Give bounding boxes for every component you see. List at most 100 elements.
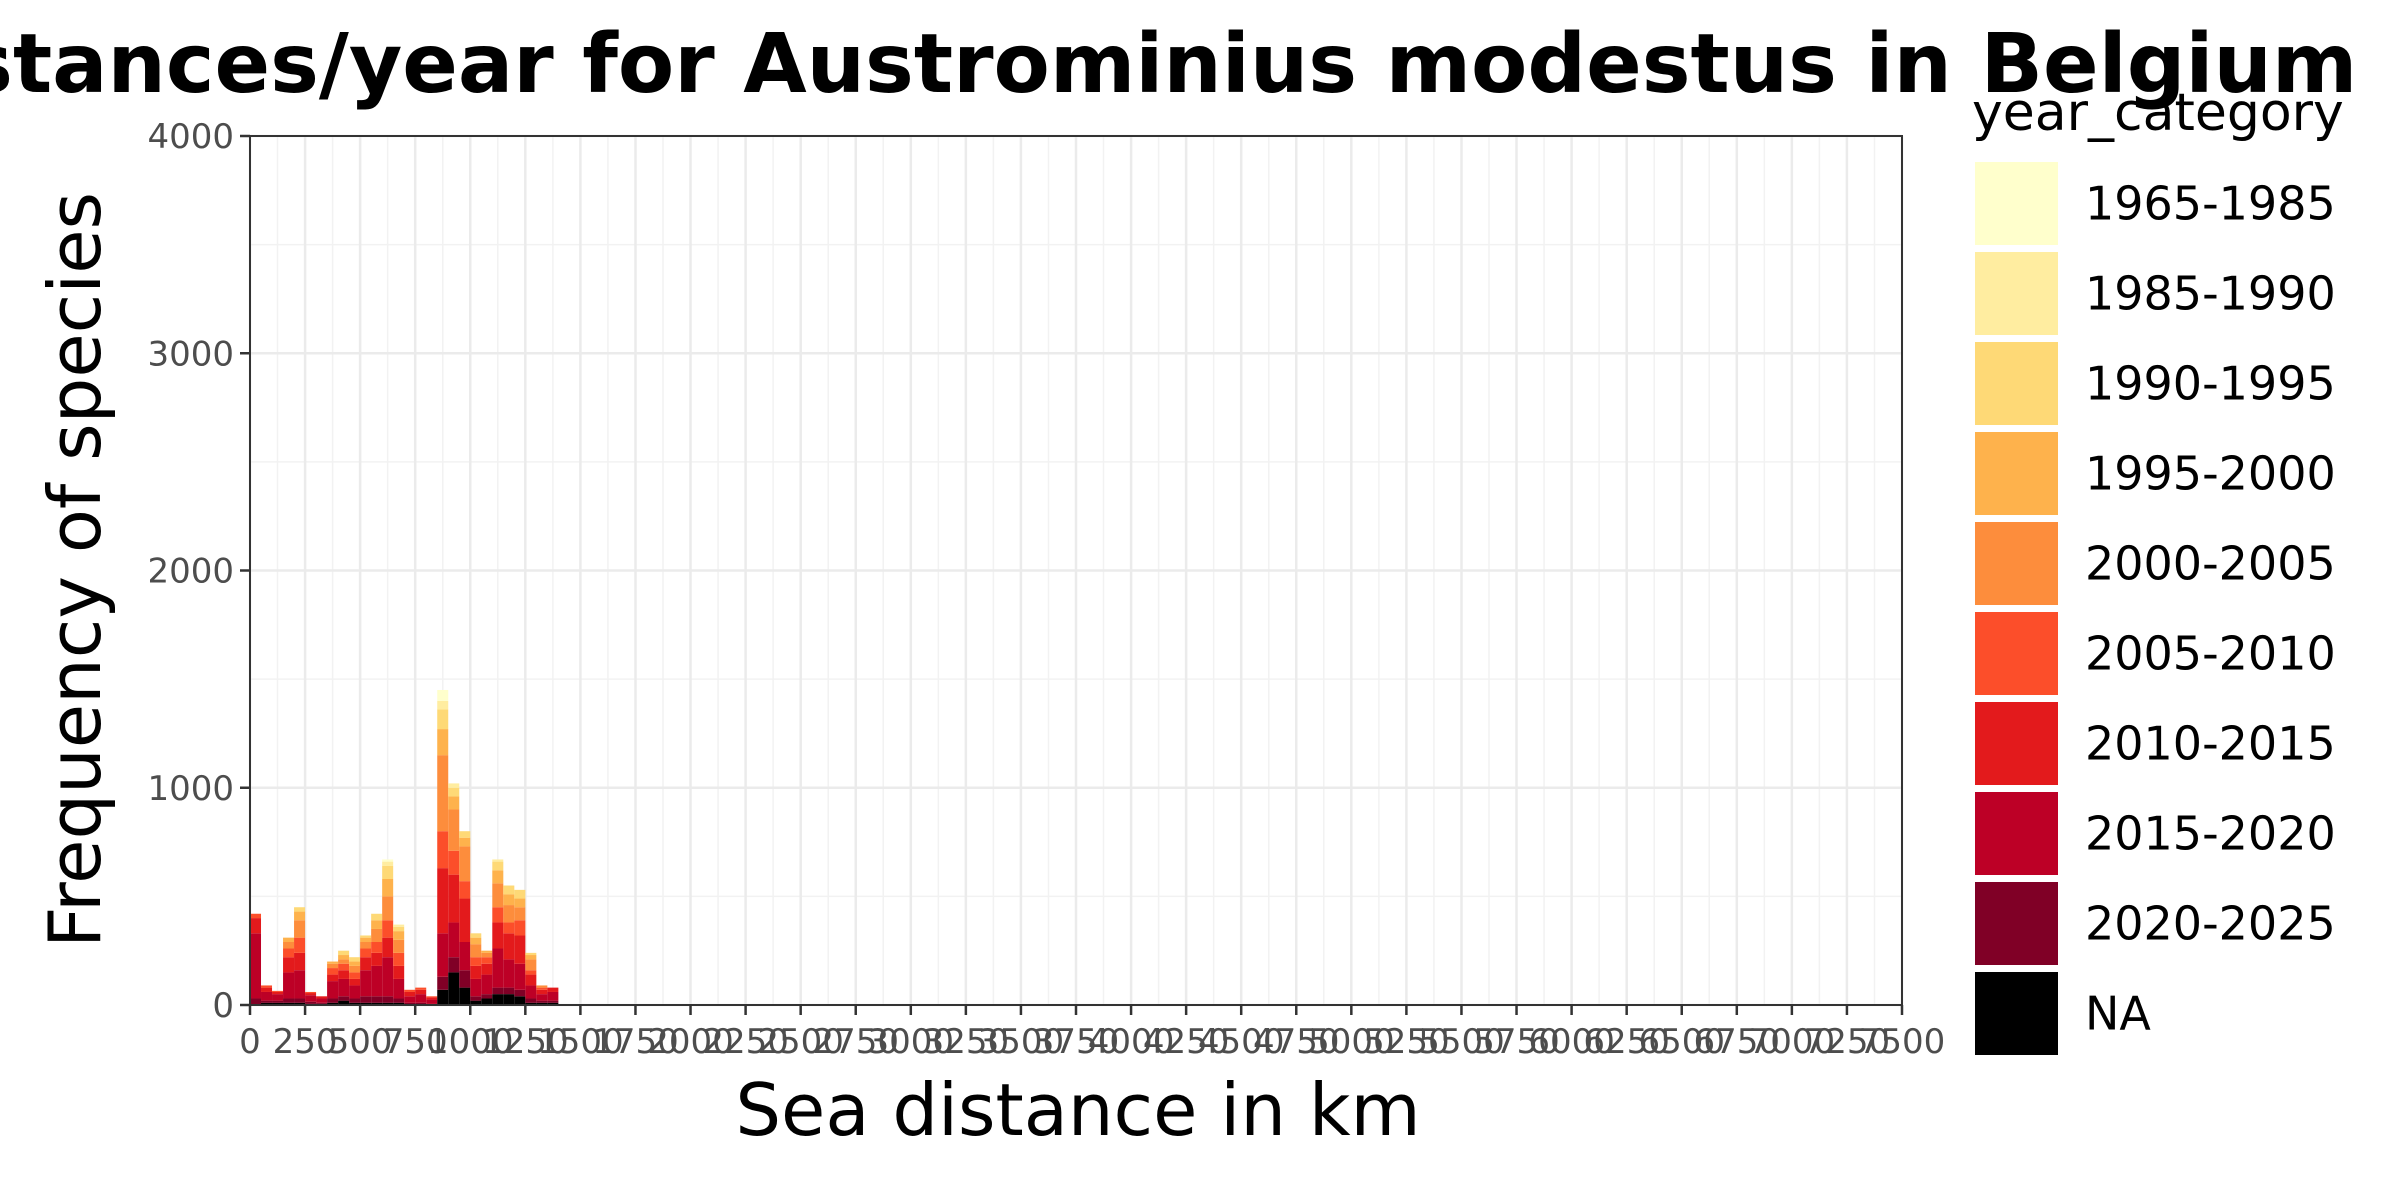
histogram-bar-segment <box>481 950 493 953</box>
histogram-bar-segment <box>437 729 449 756</box>
x-tick-label: 6500 <box>1638 1022 1725 1062</box>
x-tick-label: 1250 <box>482 1022 569 1062</box>
histogram-bar-segment <box>448 972 460 1005</box>
histogram-bar-segment <box>514 907 526 921</box>
histogram-bar-segment <box>503 894 515 906</box>
histogram-bar-segment <box>338 963 350 971</box>
histogram-bar-segment <box>338 996 350 1001</box>
x-tick-label: 2250 <box>702 1022 789 1062</box>
histogram-bar-segment <box>327 968 339 975</box>
histogram-bar-segment <box>327 998 339 1003</box>
histogram-bar-segment <box>360 1002 372 1005</box>
histogram-bar-segment <box>470 957 482 966</box>
legend-key-swatch <box>1975 972 2058 1055</box>
histogram-bar-segment <box>349 957 361 962</box>
histogram-bar-segment <box>272 1002 284 1005</box>
histogram-bar-segment <box>470 933 482 938</box>
x-tick-label: 0 <box>239 1022 261 1062</box>
histogram-bar-segment <box>459 970 471 988</box>
histogram-bar-segment <box>327 974 339 982</box>
y-tick-label: 0 <box>212 986 234 1026</box>
histogram-bar-segment <box>536 989 548 995</box>
histogram-bar-segment <box>382 865 394 879</box>
histogram-bar-segment <box>360 935 372 938</box>
histogram-bar-segment <box>349 965 361 973</box>
histogram-bar-segment <box>525 985 537 999</box>
histogram-bar-segment <box>360 957 372 971</box>
histogram-bar-segment <box>525 955 537 960</box>
histogram-bar-segment <box>481 963 493 975</box>
histogram-bar-segment <box>272 994 284 1001</box>
histogram-bar-segment <box>481 957 493 964</box>
histogram-bar-segment <box>382 996 394 1003</box>
histogram-bar-segment <box>547 1000 559 1003</box>
histogram-bar-segment <box>382 878 394 897</box>
x-tick-label: 250 <box>273 1022 338 1062</box>
x-tick-label: 5500 <box>1418 1022 1505 1062</box>
histogram-bar-segment <box>327 963 339 969</box>
histogram-bar-segment <box>338 1000 350 1005</box>
histogram-bar-segment <box>393 998 405 1003</box>
histogram-bar-segment <box>382 920 394 938</box>
histogram-bar-segment <box>459 831 471 838</box>
histogram-bar-segment <box>294 952 306 971</box>
histogram-bar-segment <box>393 1002 405 1005</box>
histogram-bar-segment <box>349 961 361 966</box>
histogram-bar-segment <box>503 959 515 988</box>
x-tick-label: 5250 <box>1363 1022 1450 1062</box>
histogram-bar-segment <box>382 861 394 866</box>
histogram-bar-segment <box>305 991 317 994</box>
histogram-bar-segment <box>481 974 493 995</box>
legend-label: 2000-2005 <box>2085 537 2336 591</box>
histogram-bar-segment <box>492 870 504 884</box>
histogram-bar-segment <box>316 998 328 1003</box>
histogram-bar-segment <box>393 978 405 999</box>
legend-key-swatch <box>1975 252 2058 335</box>
histogram-bar-segment <box>459 846 471 882</box>
histogram-bar-segment <box>448 874 460 923</box>
histogram-bar-segment <box>514 996 526 1005</box>
legend-key-swatch <box>1975 882 2058 965</box>
y-tick-label: 1000 <box>147 769 234 809</box>
histogram-bar-segment <box>294 907 306 912</box>
y-tick-label: 2000 <box>147 552 234 592</box>
histogram-bar-segment <box>481 994 493 999</box>
histogram-bar-segment <box>492 861 504 871</box>
histogram-bar-segment <box>294 911 306 921</box>
x-tick-label: 4500 <box>1198 1022 1285 1062</box>
histogram-bar-segment <box>371 928 383 942</box>
histogram-bar-segment <box>415 1002 427 1005</box>
histogram-bar-segment <box>250 918 262 934</box>
chart-title: Histogram of Sea distances/year for Aust… <box>0 17 2357 112</box>
histogram-bar-segment <box>349 1002 361 1005</box>
histogram-bar-segment <box>536 987 548 990</box>
histogram-bar-segment <box>437 976 449 990</box>
histogram-bar-segment <box>393 939 405 953</box>
histogram-bar-segment <box>404 991 416 997</box>
x-tick-label: 7000 <box>1749 1022 1836 1062</box>
histogram-bar-segment <box>393 924 405 927</box>
histogram-bar-segment <box>437 755 449 832</box>
histogram-bar-segment <box>415 989 427 995</box>
histogram-bar-segment <box>492 883 504 908</box>
histogram-bar-segment <box>294 970 306 999</box>
histogram-bar-segment <box>338 970 350 979</box>
histogram-bar-segment <box>283 948 295 958</box>
histogram-bar-segment <box>371 941 383 953</box>
histogram-bar-segment <box>305 993 317 996</box>
x-tick-label: 6750 <box>1694 1022 1781 1062</box>
histogram-bar-segment <box>327 981 339 999</box>
x-tick-label: 3750 <box>1033 1022 1120 1062</box>
histogram-bar-segment <box>272 991 284 995</box>
histogram-bar-segment <box>261 1002 273 1005</box>
histogram-bar-segment <box>360 937 372 942</box>
x-tick-label: 1000 <box>427 1022 514 1062</box>
histogram-bar-segment <box>316 1002 328 1004</box>
x-tick-label: 1750 <box>592 1022 679 1062</box>
histogram-bar-segment <box>382 937 394 958</box>
histogram-bar-segment <box>437 868 449 934</box>
histogram-bar-segment <box>492 922 504 949</box>
legend-label: 1985-1990 <box>2085 267 2336 321</box>
histogram-bar-segment <box>283 957 295 973</box>
histogram-bar-segment <box>349 972 361 979</box>
